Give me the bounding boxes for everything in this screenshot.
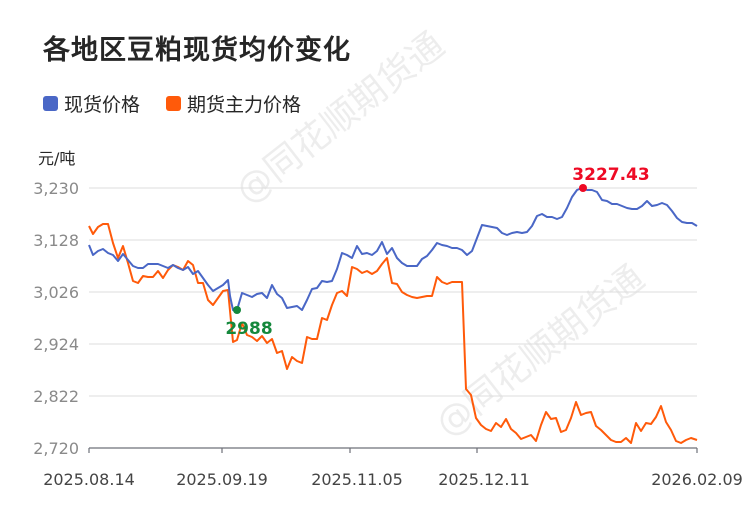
y-tick: 2,720 [33, 439, 79, 458]
legend-item-spot[interactable]: 现货价格 [43, 90, 140, 117]
y-tick: 3,128 [33, 231, 79, 250]
spot-price-line[interactable] [88, 187, 698, 311]
gridlines [89, 187, 697, 397]
y-tick: 2,822 [33, 387, 79, 406]
x-tick: 2025.09.19 [176, 470, 268, 489]
x-tick: 2026.02.09 [651, 470, 743, 489]
x-tick: 2025.08.14 [43, 470, 135, 489]
futures-price-line[interactable] [88, 223, 698, 444]
max-point-marker[interactable] [579, 184, 587, 192]
legend-item-futures[interactable]: 期货主力价格 [166, 90, 301, 117]
x-axis-labels: 2025.08.14 2025.09.19 2025.11.05 2025.12… [43, 470, 743, 489]
watermark: @同花顺期货通 @同花顺期货通 [228, 25, 652, 445]
max-value-label: 3227.43 [572, 165, 649, 185]
legend: 现货价格 期货主力价格 [43, 90, 327, 117]
y-axis-unit: 元/吨 [38, 149, 76, 168]
x-axis [88, 447, 698, 453]
y-tick: 3,026 [33, 283, 79, 302]
x-tick: 2025.11.05 [311, 470, 403, 489]
y-tick: 2,924 [33, 335, 79, 354]
min-value-label: 2988 [225, 319, 272, 339]
legend-swatch-futures [166, 96, 182, 111]
y-axis-labels: 3,230 3,128 3,026 2,924 2,822 2,720 [33, 179, 79, 458]
x-tick: 2025.12.11 [438, 470, 530, 489]
watermark-text-1: @同花顺期货通 [228, 25, 452, 212]
min-point-marker[interactable] [233, 306, 241, 314]
legend-label-futures: 期货主力价格 [187, 94, 302, 116]
legend-swatch-spot [43, 96, 58, 111]
chart-title: 各地区豆粕现货均价变化 [43, 35, 351, 66]
legend-label-spot: 现货价格 [64, 94, 141, 116]
y-tick: 3,230 [33, 179, 79, 198]
